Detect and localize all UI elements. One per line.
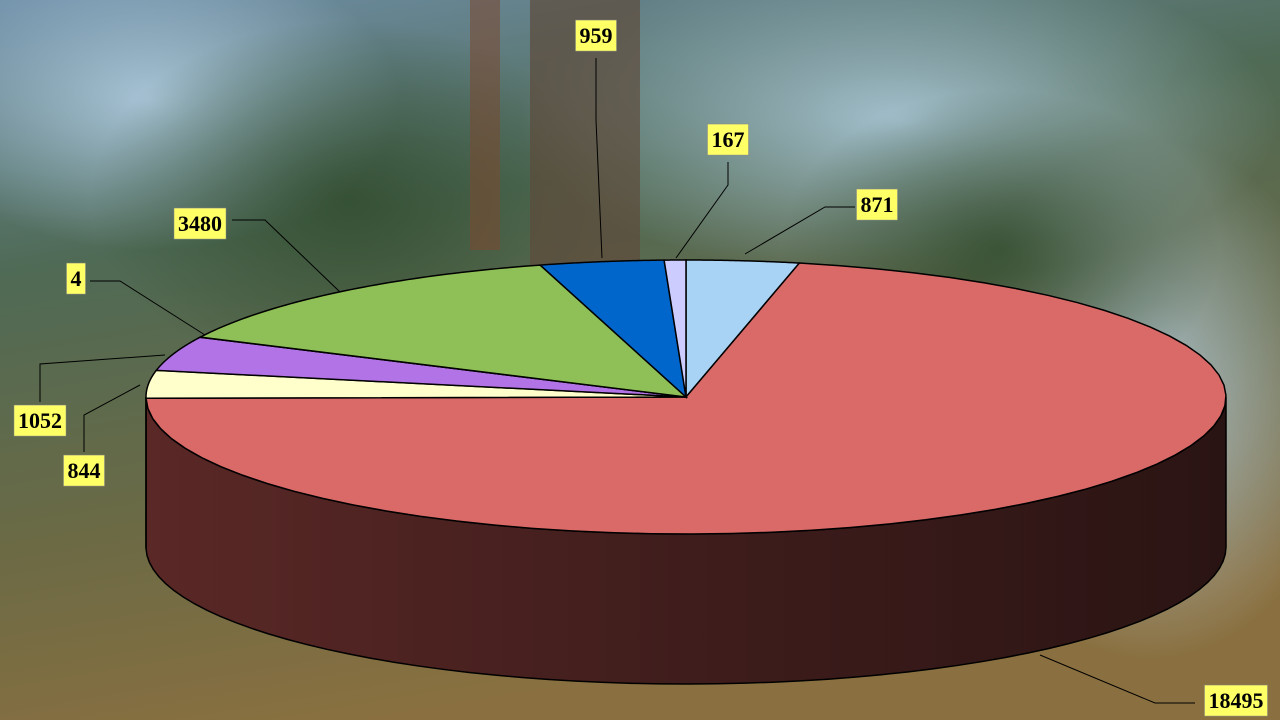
data-label-box bbox=[575, 19, 617, 52]
data-label: 3480 bbox=[178, 211, 222, 236]
data-label: 167 bbox=[712, 127, 745, 152]
data-label-box bbox=[63, 454, 105, 487]
data-label: 18495 bbox=[1209, 688, 1264, 713]
slice bbox=[663, 259, 687, 398]
data-label-box bbox=[66, 262, 86, 295]
data-label-box bbox=[1204, 684, 1268, 717]
data-label: 4 bbox=[71, 266, 82, 291]
pie bbox=[145, 259, 1227, 685]
data-label-box bbox=[13, 404, 67, 437]
background bbox=[470, 0, 500, 250]
tops bbox=[145, 259, 1227, 535]
data-label-box bbox=[856, 188, 898, 221]
leader-line bbox=[39, 354, 166, 402]
data-label-box bbox=[173, 207, 227, 240]
data-label: 844 bbox=[68, 458, 101, 483]
leader-line bbox=[232, 219, 341, 293]
slice bbox=[538, 259, 688, 399]
leader-line bbox=[595, 58, 603, 259]
leader-line bbox=[744, 206, 855, 255]
slice bbox=[145, 262, 1227, 535]
data-label: 1052 bbox=[18, 408, 62, 433]
leader-line bbox=[90, 280, 206, 336]
slice bbox=[154, 336, 687, 398]
data-label: 871 bbox=[861, 192, 894, 217]
leader-line bbox=[1039, 654, 1195, 704]
data-label-box bbox=[707, 123, 749, 156]
leader-line bbox=[675, 162, 729, 259]
data-label: 959 bbox=[580, 23, 613, 48]
leader-line bbox=[83, 384, 141, 452]
